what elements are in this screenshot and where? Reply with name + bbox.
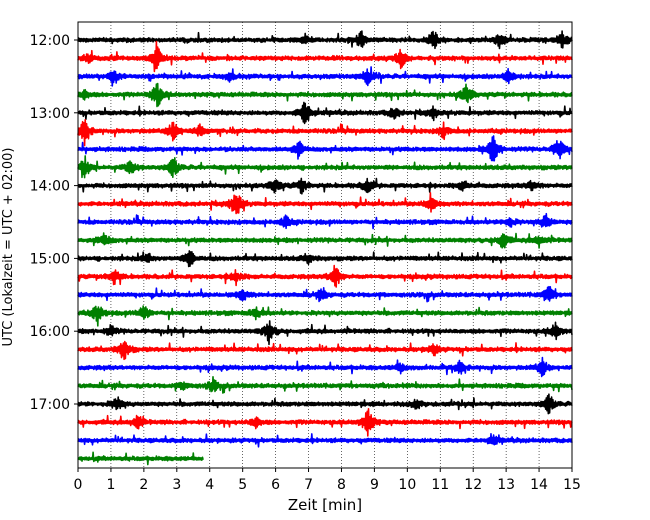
- y-tick-label: 15:00: [30, 251, 70, 267]
- trace-1315: [77, 119, 573, 147]
- trace-1215: [77, 40, 573, 73]
- trace-1445: [77, 232, 573, 249]
- x-tick-label: 9: [370, 477, 379, 493]
- trace-1600: [77, 320, 573, 346]
- x-tick-label: 5: [238, 477, 247, 493]
- trace-1300: [77, 101, 573, 125]
- x-tick-label: 13: [497, 477, 515, 493]
- axes: 0 1 2 3 4 5 6 7 8 9 10 11 12 13 14 1512:0013:0014:0015:…: [30, 33, 581, 493]
- y-axis-label: UTC (Lokalzeit = UTC + 02:00): [1, 148, 16, 347]
- x-tick-label: 0: [74, 477, 83, 493]
- trace-1200: [77, 30, 573, 50]
- trace-1745: [77, 451, 204, 466]
- trace-1330: [77, 135, 573, 162]
- trace-1230: [77, 66, 573, 87]
- trace-1430: [77, 212, 573, 230]
- x-tick-label: 15: [563, 477, 581, 493]
- x-tick-label: 3: [172, 477, 181, 493]
- y-tick-label: 17:00: [30, 397, 70, 413]
- x-tick-label: 4: [205, 477, 214, 493]
- x-tick-label: 10: [398, 477, 416, 493]
- trace-1730: [77, 432, 573, 448]
- trace-1515: [77, 264, 573, 288]
- y-tick-label: 13:00: [30, 106, 70, 122]
- trace-1545: [77, 305, 573, 327]
- trace-1630: [77, 356, 573, 378]
- trace-1500: [77, 250, 573, 268]
- trace-1400: [77, 177, 573, 195]
- y-tick-label: 12:00: [30, 33, 70, 49]
- plot-frame: [77, 21, 573, 469]
- x-tick-label: 12: [464, 477, 482, 493]
- x-tick-label: 1: [106, 477, 115, 493]
- trace-1245: [77, 82, 573, 108]
- y-tick-label: 16:00: [30, 324, 70, 340]
- x-tick-label: 7: [304, 477, 313, 493]
- x-tick-label: 8: [337, 477, 346, 493]
- x-tick-label: 2: [139, 477, 148, 493]
- x-axis-label: Zeit [min]: [288, 496, 362, 514]
- trace-1715: [77, 407, 573, 437]
- trace-1345: [77, 155, 573, 179]
- trace-1530: [77, 285, 573, 303]
- trace-1615: [77, 340, 573, 361]
- x-tick-label: 14: [530, 477, 548, 493]
- x-tick-label: 6: [271, 477, 280, 493]
- y-tick-label: 14:00: [30, 179, 70, 195]
- seismic-traces: [77, 30, 573, 466]
- x-tick-label: 11: [431, 477, 449, 493]
- trace-1415: [77, 192, 573, 215]
- trace-1645: [77, 375, 573, 394]
- trace-1700: [77, 393, 573, 415]
